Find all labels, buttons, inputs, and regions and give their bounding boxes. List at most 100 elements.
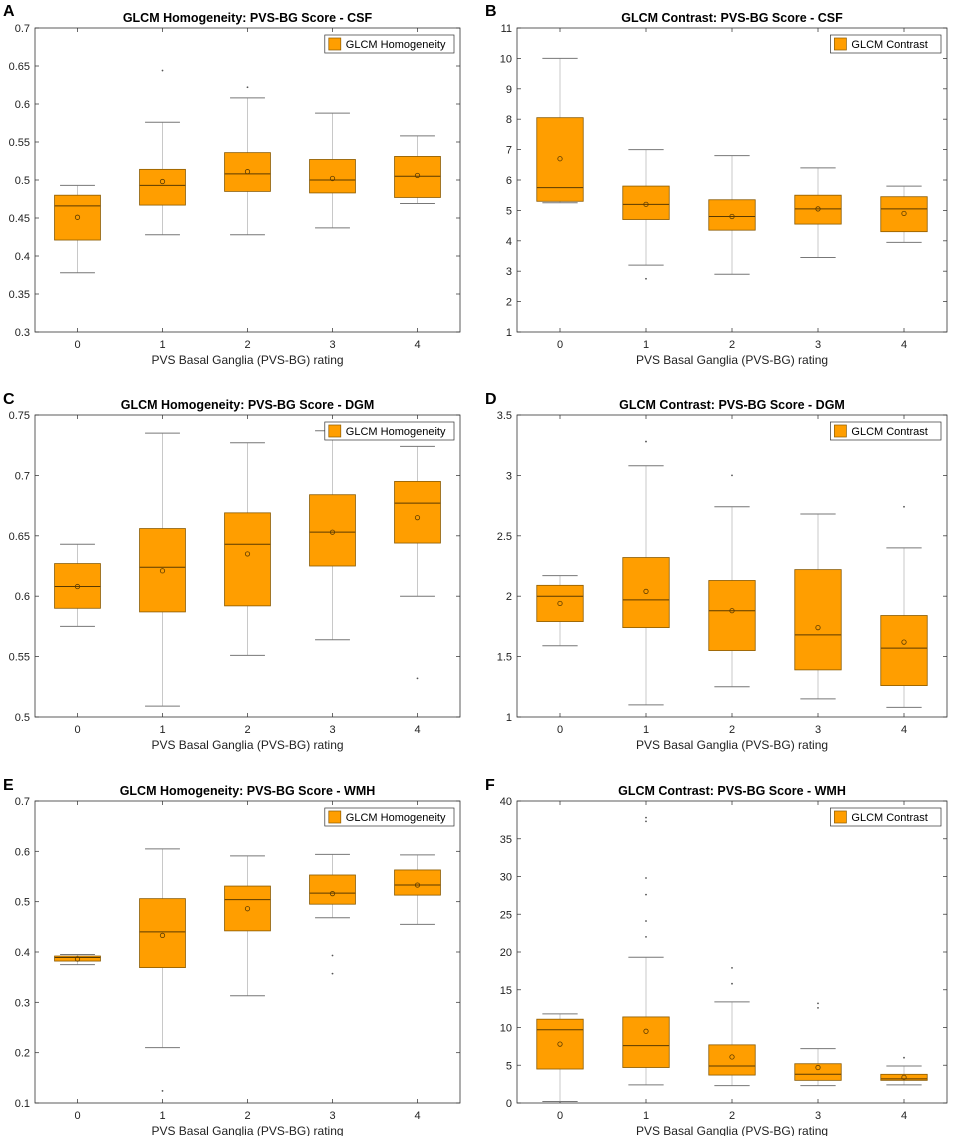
box-iqr (224, 152, 271, 192)
y-tick-label: 11 (501, 23, 512, 35)
panel-a: A GLCM Homogeneity: PVS-BG Score - CSF 0.3… (3, 3, 461, 367)
x-axis-label: PVS Basal Ganglia (PVS-BG) rating (636, 738, 828, 752)
x-tick-label: 1 (643, 724, 649, 736)
y-tick-label: 0 (506, 1098, 512, 1110)
y-tick-label: 0.3 (15, 327, 30, 339)
y-tick-label: 3 (506, 266, 512, 278)
outlier-point (817, 1002, 819, 1005)
legend: GLCM Homogeneity (324, 34, 455, 54)
x-tick-label: 1 (159, 1110, 165, 1122)
legend: GLCM Homogeneity (324, 421, 455, 441)
panel-b: B GLCM Contrast: PVS-BG Score - CSF 1 2 3 4 5 6… (485, 3, 948, 367)
x-tick-label: 0 (74, 724, 80, 736)
y-tick-label: 8 (506, 114, 512, 126)
legend-swatch (328, 37, 342, 51)
box-iqr (794, 569, 842, 671)
outlier-point (903, 505, 905, 508)
legend-box (324, 421, 455, 441)
box-iqr (708, 1044, 756, 1076)
chart-title: GLCM Homogeneity: PVS-BG Score - WMH (120, 784, 376, 798)
box-mean (74, 956, 81, 962)
chart-title: GLCM Contrast: PVS-BG Score - CSF (621, 11, 843, 25)
box-3 (309, 112, 356, 229)
box-0 (536, 1013, 584, 1102)
box-iqr (880, 1073, 928, 1081)
axes-frame (34, 27, 461, 333)
legend-swatch (834, 810, 847, 824)
x-tick-label: 4 (901, 724, 907, 736)
box-3 (794, 167, 842, 259)
box-4 (394, 854, 441, 925)
box-3 (309, 853, 356, 975)
box-4 (880, 185, 928, 243)
outlier-point (645, 920, 647, 922)
box-mean (414, 172, 421, 179)
box-1 (622, 149, 670, 280)
x-tick-label: 4 (414, 724, 420, 736)
y-tick-label: 0.5 (15, 175, 30, 187)
outlier-point (645, 820, 647, 823)
panel-letter: B (485, 3, 497, 20)
y-tick-label: 3 (506, 470, 512, 482)
legend: GLCM Contrast (830, 421, 942, 441)
box-1 (622, 440, 670, 706)
box-iqr (794, 1063, 842, 1081)
box-mean (901, 639, 907, 645)
x-tick-label: 0 (74, 1110, 80, 1122)
box-4 (394, 445, 441, 680)
x-tick-label: 0 (557, 1110, 563, 1122)
outlier-point (161, 69, 164, 72)
legend-swatch (834, 424, 847, 438)
chart-title: GLCM Homogeneity: PVS-BG Score - DGM (121, 398, 375, 412)
x-tick-label: 1 (159, 724, 165, 736)
box-iqr (622, 557, 670, 629)
x-tick-label: 3 (815, 1110, 821, 1122)
legend-label: GLCM Contrast (851, 39, 927, 51)
y-tick-label: 5 (506, 205, 512, 217)
axes-frame (516, 800, 948, 1104)
box-iqr (708, 580, 756, 651)
box-2 (224, 855, 271, 997)
x-axis-label: PVS Basal Ganglia (PVS-BG) rating (151, 1124, 343, 1136)
panel-e: E GLCM Homogeneity: PVS-BG Score - WMH 0.1… (3, 777, 461, 1136)
box-mean (729, 213, 735, 220)
y-tick-label: 1.5 (497, 652, 512, 664)
y-tick-label: 0.7 (15, 796, 30, 808)
x-tick-label: 1 (643, 339, 649, 351)
x-tick-label: 1 (643, 1110, 649, 1122)
x-tick-label: 3 (329, 339, 335, 351)
panel-letter: C (3, 391, 15, 408)
y-tick-label: 15 (500, 985, 512, 997)
box-1 (139, 69, 186, 236)
box-1 (139, 848, 186, 1092)
x-tick-label: 0 (74, 339, 80, 351)
y-tick-label: 10 (500, 1023, 512, 1035)
x-tick-label: 2 (729, 339, 735, 351)
box-mean (159, 178, 166, 185)
box-4 (880, 1056, 928, 1086)
y-tick-label: 0.65 (9, 61, 30, 73)
y-tick-label: 0.7 (15, 470, 30, 482)
box-0 (536, 575, 584, 647)
box-iqr (54, 563, 101, 609)
box-2 (708, 155, 756, 275)
y-tick-label: 0.5 (15, 712, 30, 724)
legend-swatch (834, 37, 847, 51)
y-tick-label: 0.4 (15, 251, 30, 263)
box-iqr (536, 1018, 584, 1070)
y-tick-label: 2 (506, 297, 512, 309)
outlier-point (416, 677, 419, 680)
box-mean (414, 515, 421, 521)
outlier-point (161, 1090, 164, 1092)
box-mean (244, 169, 251, 175)
box-iqr (309, 874, 356, 905)
outlier-point (645, 877, 647, 879)
y-tick-label: 0.4 (15, 947, 30, 959)
outlier-point (645, 440, 647, 443)
panel-letter: F (485, 777, 495, 794)
box-2 (224, 442, 271, 656)
x-axis-label: PVS Basal Ganglia (PVS-BG) rating (636, 1124, 828, 1136)
chart-title: GLCM Contrast: PVS-BG Score - DGM (619, 398, 845, 412)
legend-label: GLCM Homogeneity (346, 812, 446, 824)
